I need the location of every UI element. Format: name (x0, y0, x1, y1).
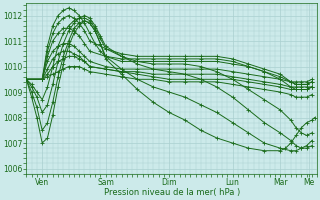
X-axis label: Pression niveau de la mer( hPa ): Pression niveau de la mer( hPa ) (104, 188, 240, 197)
